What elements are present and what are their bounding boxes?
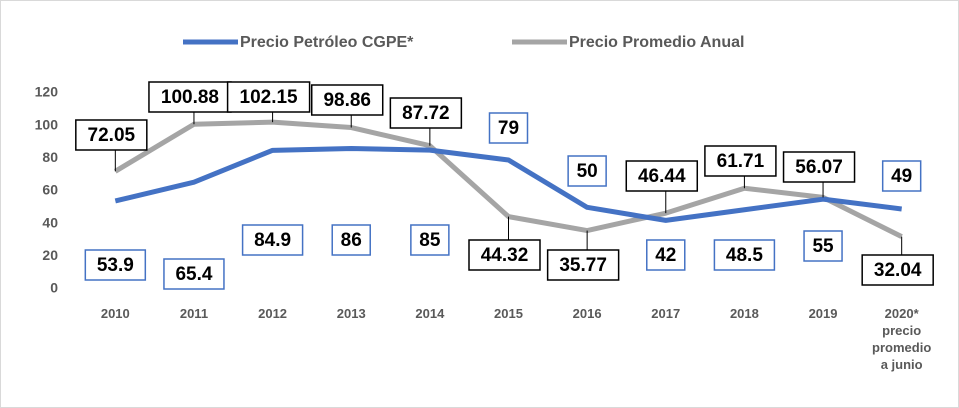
data-label: 79 xyxy=(498,118,519,139)
data-label-box xyxy=(331,224,371,256)
data-label: 85 xyxy=(419,230,441,251)
y-tick-label: 0 xyxy=(50,280,58,296)
data-label: 100.88 xyxy=(161,87,219,108)
data-label-box xyxy=(713,239,776,271)
data-label: 56.07 xyxy=(795,157,843,178)
data-label-box xyxy=(468,239,541,271)
x-tick-label: 2018 xyxy=(729,306,759,321)
x-tick-label: 2016 xyxy=(572,306,602,321)
data-label: 98.86 xyxy=(323,90,371,111)
data-label: 32.04 xyxy=(874,260,922,281)
data-label-box xyxy=(861,254,934,286)
y-tick-label: 60 xyxy=(42,182,58,198)
data-label: 35.77 xyxy=(559,255,607,276)
y-tick-label: 40 xyxy=(42,214,58,230)
data-label: 50 xyxy=(577,161,598,182)
y-tick-label: 100 xyxy=(35,116,59,132)
data-label: 46.44 xyxy=(638,166,686,187)
data-label: 102.15 xyxy=(240,87,299,108)
data-label-box xyxy=(389,97,463,129)
data-label-box xyxy=(84,249,147,281)
data-label-box xyxy=(75,119,148,151)
data-label-box xyxy=(310,84,384,116)
data-label-box xyxy=(704,145,777,177)
y-tick-label: 120 xyxy=(35,84,59,100)
data-label: 55 xyxy=(812,236,834,257)
x-tick-label: 2017 xyxy=(651,306,681,321)
data-label: 84.9 xyxy=(254,230,291,251)
x-tick-label: 2020* precio promedio a junio xyxy=(872,306,932,372)
data-label-box xyxy=(782,151,856,183)
x-tick-label: 2013 xyxy=(336,306,366,321)
data-label-box xyxy=(881,160,922,192)
data-label: 72.05 xyxy=(88,125,136,146)
data-label-box xyxy=(546,249,620,281)
data-label: 42 xyxy=(655,245,676,266)
data-label-box xyxy=(241,224,304,256)
data-label: 61.71 xyxy=(717,151,765,172)
data-label-box xyxy=(803,230,843,262)
data-label: 87.72 xyxy=(402,103,450,124)
legend-label: Precio Petróleo CGPE* xyxy=(240,34,414,51)
data-label: 86 xyxy=(341,230,362,251)
x-tick-label: 2011 xyxy=(179,306,209,321)
data-label-box xyxy=(567,155,607,187)
x-tick-label: 2010 xyxy=(100,306,130,321)
x-tick-label: 2015 xyxy=(494,306,523,321)
data-label-box xyxy=(410,224,450,256)
data-label: 49 xyxy=(891,166,912,187)
data-label-box xyxy=(625,160,699,192)
x-tick-label: 2012 xyxy=(258,306,288,321)
data-label: 53.9 xyxy=(97,255,134,276)
y-tick-label: 20 xyxy=(42,247,58,263)
x-tick-label: 2019 xyxy=(808,306,838,321)
series-line xyxy=(114,146,902,223)
legend-label: Precio Promedio Anual xyxy=(569,34,744,51)
data-label-box xyxy=(646,239,686,271)
data-label: 48.5 xyxy=(726,245,763,266)
y-tick-label: 80 xyxy=(42,149,58,165)
data-label-box xyxy=(488,112,529,144)
data-label: 44.32 xyxy=(481,245,529,266)
x-tick-label: 2014 xyxy=(415,306,445,321)
data-label-box xyxy=(226,81,311,113)
data-label: 65.4 xyxy=(175,264,212,285)
data-label-box xyxy=(163,258,225,290)
